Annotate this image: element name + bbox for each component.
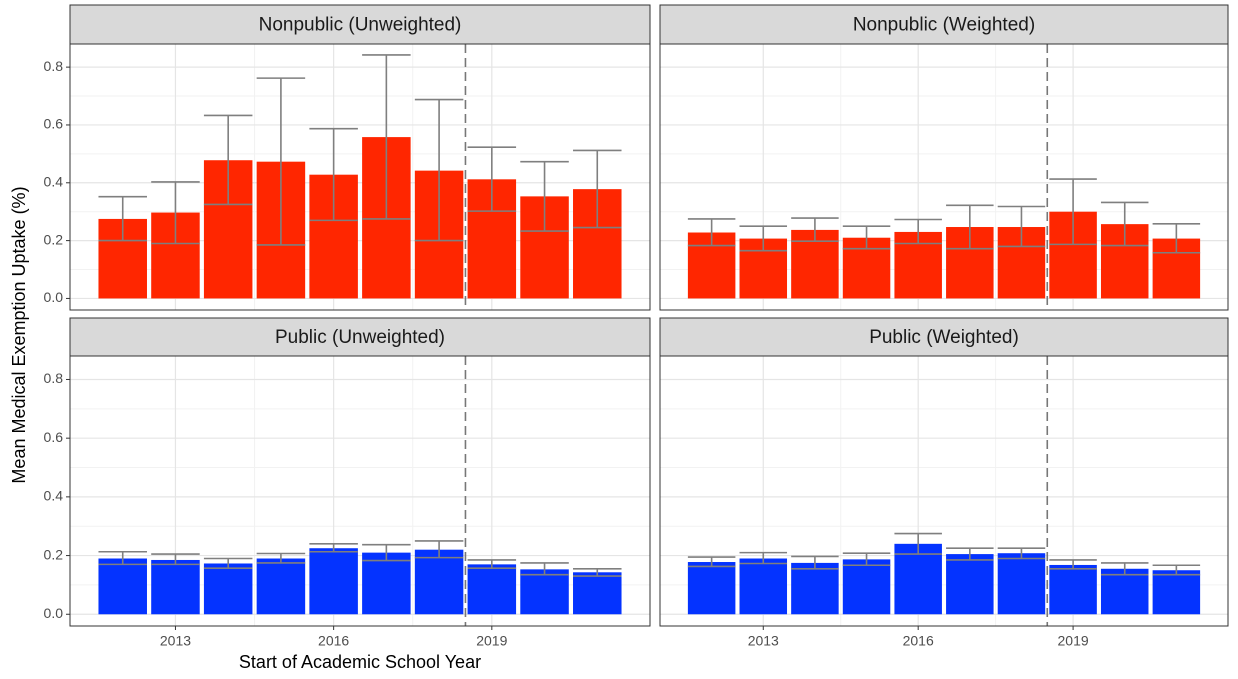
y-axis-title: Mean Medical Exemption Uptake (%): [9, 186, 29, 483]
error-bar: [573, 567, 622, 577]
error-bar: [997, 205, 1046, 248]
bar: [151, 559, 200, 615]
bar: [687, 562, 736, 615]
error-bar: [256, 77, 306, 246]
error-bar: [151, 181, 200, 245]
bar: [997, 553, 1046, 615]
panel-border: [659, 43, 1229, 311]
bar: [791, 562, 839, 615]
error-bar: [520, 160, 569, 232]
error-bar: [362, 54, 411, 220]
x-tick-label: 2019: [476, 633, 507, 649]
error-bar: [1152, 223, 1201, 254]
error-bar: [946, 547, 994, 561]
error-bar: [98, 195, 147, 242]
strip-background: [69, 4, 651, 45]
bar: [467, 564, 517, 615]
panel-border: [69, 43, 651, 311]
bar: [1100, 568, 1149, 615]
strip-title: Nonpublic (Unweighted): [259, 15, 462, 36]
error-bar: [414, 540, 464, 559]
error-bar: [203, 557, 253, 569]
y-tick-label: 0.2: [44, 546, 64, 562]
strip-background: [69, 317, 651, 357]
error-bar: [414, 98, 464, 242]
bar: [1152, 570, 1201, 615]
bar: [98, 558, 147, 615]
x-tick-label: 2013: [160, 633, 191, 649]
bar: [739, 558, 788, 615]
x-tick-label: 2016: [903, 633, 934, 649]
bar: [1049, 564, 1097, 615]
bar: [842, 559, 891, 615]
x-tick-label: 2019: [1058, 633, 1089, 649]
strip-title: Public (Weighted): [869, 327, 1019, 348]
error-bar: [791, 217, 839, 242]
strip-title: Nonpublic (Weighted): [853, 15, 1035, 36]
error-bar: [98, 550, 147, 566]
bar: [946, 554, 994, 615]
x-tick-label: 2016: [318, 633, 349, 649]
error-bar: [997, 547, 1046, 560]
y-tick-label: 0.4: [44, 488, 64, 504]
error-bar: [1049, 178, 1097, 246]
error-bar: [1100, 201, 1149, 247]
bar: [256, 558, 306, 615]
strip-background: [659, 4, 1229, 45]
bar: [309, 548, 358, 615]
error-bar: [894, 532, 942, 555]
error-bar: [1100, 562, 1149, 576]
y-tick-label: 0.2: [44, 231, 64, 247]
error-bar: [739, 225, 788, 252]
error-bar: [573, 149, 622, 229]
x-tick-label: 2013: [748, 633, 779, 649]
y-tick-label: 0.0: [44, 289, 64, 305]
y-tick-label: 0.8: [44, 58, 64, 74]
error-bar: [791, 555, 839, 570]
error-bar: [309, 543, 358, 553]
error-bar: [362, 543, 411, 562]
error-bar: [1049, 559, 1097, 570]
panel-border: [659, 355, 1229, 627]
y-tick-label: 0.0: [44, 605, 64, 621]
bar: [520, 569, 569, 615]
y-tick-label: 0.6: [44, 116, 64, 132]
strip-title: Public (Unweighted): [275, 327, 445, 348]
bar: [414, 549, 464, 615]
x-axis-title: Start of Academic School Year: [239, 652, 481, 672]
error-bar: [687, 556, 736, 568]
error-bar: [203, 114, 253, 206]
bar: [573, 572, 622, 615]
bar: [203, 563, 253, 615]
error-bar: [256, 552, 306, 564]
error-bar: [739, 551, 788, 565]
error-bar: [151, 553, 200, 566]
bar: [362, 552, 411, 615]
y-tick-label: 0.4: [44, 173, 64, 189]
y-tick-label: 0.8: [44, 370, 64, 386]
error-bar: [894, 218, 942, 245]
panel-border: [69, 355, 651, 627]
error-bar: [309, 127, 358, 222]
y-tick-label: 0.6: [44, 429, 64, 445]
bar: [894, 543, 942, 615]
error-bar: [1152, 564, 1201, 576]
error-bar: [842, 552, 891, 567]
error-bar: [467, 559, 517, 569]
error-bar: [467, 146, 517, 212]
error-bar: [687, 218, 736, 247]
error-bar: [946, 204, 994, 250]
error-bar: [520, 562, 569, 576]
error-bar: [842, 225, 891, 250]
